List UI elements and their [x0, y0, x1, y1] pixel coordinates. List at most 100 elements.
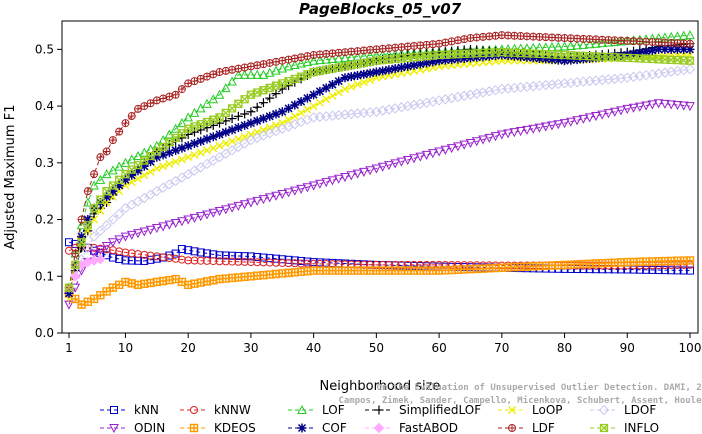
point-odin — [233, 201, 244, 211]
legend-item-simplifiedlof: SimplifiedLOF — [365, 403, 481, 417]
point-odin — [402, 155, 413, 166]
point-ldf — [435, 39, 444, 48]
point-inflo — [64, 283, 74, 292]
point-odin — [490, 132, 501, 142]
point-loop — [159, 162, 168, 171]
point-odin — [384, 161, 394, 171]
watermark-line-2: On the Evaluation of Unsupervised Outlie… — [377, 382, 702, 393]
point-lof — [591, 38, 601, 48]
point-cof — [152, 152, 162, 162]
point-cof — [635, 48, 645, 58]
point-loop — [134, 174, 142, 183]
point-odin — [277, 190, 288, 200]
legend-label-knn: kNN — [134, 403, 159, 417]
point-loop — [152, 164, 161, 173]
point-knn — [121, 256, 130, 265]
point-odin — [365, 166, 375, 176]
y-tick-label-0.5: 0.5 — [35, 42, 54, 56]
point-cof — [83, 215, 93, 225]
point-odin — [578, 114, 589, 124]
point-knn — [667, 266, 676, 275]
y-tick-label-0.4: 0.4 — [35, 99, 54, 113]
point-cof — [415, 59, 425, 69]
point-ldf — [297, 53, 306, 62]
point-ldf — [460, 35, 469, 44]
point-knn — [240, 252, 249, 261]
x-tick-label-60: 60 — [431, 341, 446, 355]
point-odin — [227, 203, 237, 213]
point-odin — [509, 128, 520, 138]
point-lof — [302, 57, 313, 67]
legend-marker-lof — [297, 404, 307, 414]
point-odin — [333, 174, 344, 184]
point-knnw — [146, 251, 155, 260]
point-loop — [228, 137, 237, 146]
point-cof — [271, 109, 281, 119]
point-ldof — [107, 214, 119, 225]
point-odin — [371, 164, 382, 174]
legend-item-kdeos: KDEOS — [180, 421, 256, 434]
point-inflo — [96, 195, 105, 204]
point-cof — [240, 120, 250, 130]
point-odin — [540, 122, 551, 132]
point-cof — [183, 141, 193, 151]
point-knnw — [272, 258, 280, 267]
point-inflo — [71, 260, 80, 270]
series-line-inflo — [68, 51, 691, 288]
point-ldof — [458, 90, 470, 102]
point-knnw — [159, 253, 168, 262]
point-odin — [421, 150, 432, 160]
series-line-ldf — [68, 34, 691, 288]
point-cof — [77, 232, 87, 242]
point-cof — [233, 123, 243, 133]
point-odin — [271, 191, 281, 201]
point-knn — [246, 252, 255, 261]
point-cof — [327, 80, 337, 90]
point-knn — [673, 266, 682, 275]
point-kdeos — [685, 256, 695, 265]
point-cof — [453, 54, 463, 64]
point-odin — [628, 103, 639, 113]
point-knn — [115, 254, 124, 263]
point-lof — [220, 83, 231, 93]
point-odin — [609, 107, 620, 117]
point-knnw — [140, 250, 149, 259]
point-odin — [214, 207, 225, 217]
point-ldf — [447, 37, 456, 46]
point-cof — [672, 44, 682, 54]
point-knnw — [115, 247, 124, 256]
point-kdeos — [71, 294, 80, 304]
point-cof — [340, 73, 350, 83]
point-odin — [622, 104, 633, 114]
point-simplifiedlof — [233, 111, 243, 121]
point-loop — [290, 112, 299, 121]
plot-frame — [61, 20, 699, 334]
point-knn — [184, 246, 193, 255]
x-tick-label-10: 10 — [118, 341, 133, 355]
point-cof — [102, 192, 112, 202]
point-odin — [647, 100, 658, 110]
point-cof — [139, 161, 149, 171]
point-odin — [315, 179, 325, 189]
legend-item-ldf: LDF — [498, 421, 555, 434]
point-ldf — [290, 54, 299, 63]
point-odin — [503, 129, 513, 139]
point-odin — [471, 137, 482, 147]
point-cof — [422, 58, 432, 68]
point-ldf — [303, 52, 312, 61]
legend-label-odin: ODIN — [134, 421, 165, 434]
point-loop — [146, 167, 155, 176]
point-knn — [190, 247, 199, 256]
point-ldf — [115, 127, 124, 136]
point-knnw — [152, 252, 161, 261]
point-cof — [302, 93, 312, 103]
point-cof — [610, 51, 620, 61]
point-ldf — [284, 55, 293, 64]
point-cof — [95, 198, 105, 208]
point-cof — [258, 114, 268, 124]
point-loop — [366, 76, 375, 84]
point-ldof — [389, 103, 401, 114]
point-cof — [346, 72, 356, 82]
point-ldof — [88, 231, 100, 242]
point-knn — [635, 265, 644, 274]
